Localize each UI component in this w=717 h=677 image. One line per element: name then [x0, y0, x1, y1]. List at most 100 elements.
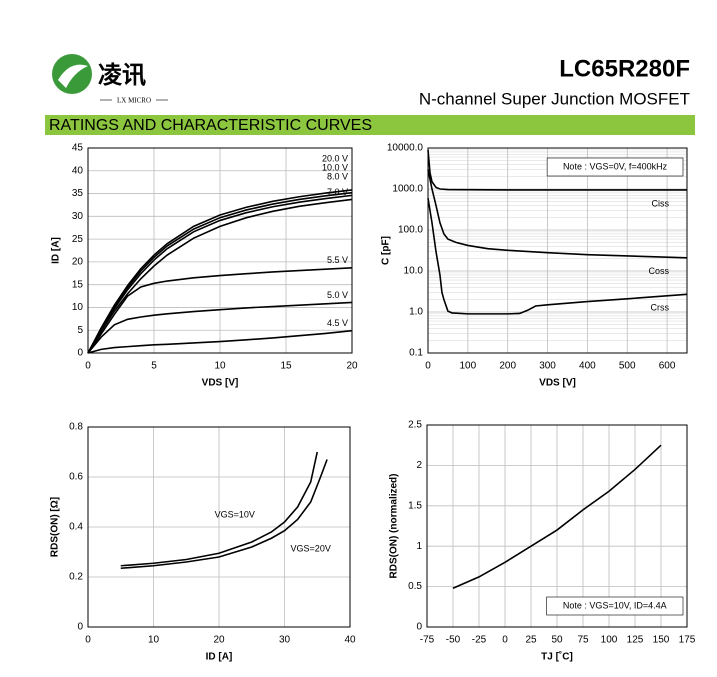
y-tick-label: 25 — [72, 234, 84, 245]
section-title: RATINGS AND CHARACTERISTIC CURVES — [49, 117, 372, 134]
y-tick-label: 0 — [77, 348, 83, 359]
y-tick-label: 0 — [77, 622, 83, 633]
x-tick-label: 200 — [499, 361, 516, 372]
x-tick-label: -75 — [420, 635, 435, 646]
y-tick-label: 30 — [72, 211, 84, 222]
x-tick-label: 75 — [577, 635, 589, 646]
y-tick-label: 0.5 — [408, 581, 422, 592]
y-axis-label: ID [A] — [51, 237, 62, 264]
chart: 0 5 10 15 20 25 30 35 40 45 0 5 10 15 20 VDS [V] ID [A] 2… — [51, 143, 358, 389]
data-line — [120, 459, 328, 570]
plot-frame — [426, 424, 688, 628]
x-tick-label: -50 — [446, 635, 461, 646]
y-tick-label: 1 — [416, 541, 422, 552]
x-tick-label: 100 — [601, 635, 618, 646]
x-tick-label: 20 — [346, 361, 358, 372]
note-box — [546, 157, 684, 177]
chart: 0 0.2 0.4 0.6 0.8 0 10 20 30 40 ID [A] RDS(ON) [Ω] V… — [50, 422, 356, 663]
x-tick-label: 5 — [151, 361, 157, 372]
x-tick-label: 0 — [425, 361, 431, 372]
y-tick-label: 35 — [72, 188, 84, 199]
part-number: LC65R280F — [559, 55, 690, 82]
y-tick-label: 0.8 — [69, 422, 83, 433]
x-tick-label: 10 — [214, 361, 226, 372]
y-tick-label: 2.5 — [408, 420, 422, 431]
x-tick-label: 0 — [502, 635, 508, 646]
series-label: VGS=20V — [291, 543, 331, 553]
y-tick-label: 1000.0 — [392, 184, 423, 195]
note: Note : VGS=10V, ID=4.4A — [563, 600, 667, 610]
series-label: Coss — [648, 266, 669, 276]
y-tick-label: 0.6 — [69, 472, 83, 483]
x-tick-label: 20 — [213, 635, 225, 646]
x-tick-label: 300 — [539, 361, 556, 372]
y-tick-label: 20 — [72, 257, 84, 268]
x-tick-label: 500 — [619, 361, 636, 372]
logo-text: 凌讯 — [98, 61, 146, 89]
y-tick-label: 10 — [72, 302, 84, 313]
section-bar — [45, 115, 695, 135]
x-axis-label: VDS [V] — [539, 378, 576, 389]
x-tick-label: 0 — [85, 361, 91, 372]
x-tick-label: 25 — [525, 635, 537, 646]
x-axis-label: ID [A] — [206, 652, 233, 663]
data-line — [87, 191, 353, 354]
x-tick-label: 150 — [653, 635, 670, 646]
y-tick-label: 0 — [416, 622, 422, 633]
y-tick-label: 45 — [72, 143, 84, 154]
note-box — [546, 596, 684, 616]
x-axis-label: VDS [V] — [202, 378, 239, 389]
series-label: 5.5 V — [327, 255, 348, 265]
data-line — [120, 451, 319, 567]
y-tick-label: 2 — [416, 460, 422, 471]
logo-swoosh — [58, 64, 88, 88]
x-axis-label: TJ [˚C] — [541, 651, 573, 663]
x-tick-label: -25 — [472, 635, 487, 646]
x-tick-label: 15 — [280, 361, 292, 372]
x-tick-label: 400 — [579, 361, 596, 372]
data-line — [87, 194, 353, 354]
data-line — [87, 329, 353, 354]
y-tick-label: 40 — [72, 165, 84, 176]
x-tick-label: 40 — [344, 635, 356, 646]
note: Note : VGS=0V, f=400kHz — [563, 161, 668, 171]
data-line — [87, 189, 353, 354]
plot-frame — [87, 147, 353, 354]
series-label: 10.0 V — [322, 162, 348, 172]
x-tick-label: 125 — [627, 635, 644, 646]
chart: 0 0.5 1 1.5 2 2.5 -75 -50 -25 0 25 50 75 100 125 150 175… — [389, 420, 696, 663]
logo-subtext: LX MICRO — [117, 97, 151, 105]
series-label: 4.5 V — [327, 318, 348, 328]
y-tick-label: 5 — [77, 325, 83, 336]
y-tick-label: 10000.0 — [387, 143, 424, 154]
series-label: Crss — [651, 303, 670, 313]
subtitle: N-channel Super Junction MOSFET — [419, 89, 690, 108]
y-tick-label: 100.0 — [398, 225, 423, 236]
data-line — [87, 301, 353, 354]
x-tick-label: 100 — [460, 361, 477, 372]
series-label: Ciss — [652, 198, 670, 208]
data-line — [427, 169, 688, 259]
series-label: 7.0 V — [327, 187, 348, 197]
x-tick-label: 600 — [659, 361, 676, 372]
x-tick-label: 50 — [551, 635, 563, 646]
data-line — [427, 197, 688, 315]
series-label: 20.0 V — [322, 153, 348, 163]
y-tick-label: 0.4 — [69, 522, 83, 533]
x-tick-label: 10 — [148, 635, 160, 646]
y-tick-label: 10.0 — [404, 266, 424, 277]
x-tick-label: 30 — [279, 635, 291, 646]
y-tick-label: 15 — [72, 279, 84, 290]
plot-frame — [87, 426, 351, 628]
y-tick-label: 1.5 — [408, 500, 422, 511]
series-label: 8.0 V — [327, 171, 348, 181]
series-label: 5.0 V — [327, 290, 348, 300]
series-label: VGS=10V — [215, 509, 255, 519]
y-axis-label: RDS(ON) [Ω] — [50, 497, 61, 557]
x-tick-label: 175 — [679, 635, 696, 646]
y-tick-label: 0.2 — [69, 572, 83, 583]
data-line — [87, 267, 353, 354]
logo: 凌讯 LX MICRO — [52, 54, 168, 105]
